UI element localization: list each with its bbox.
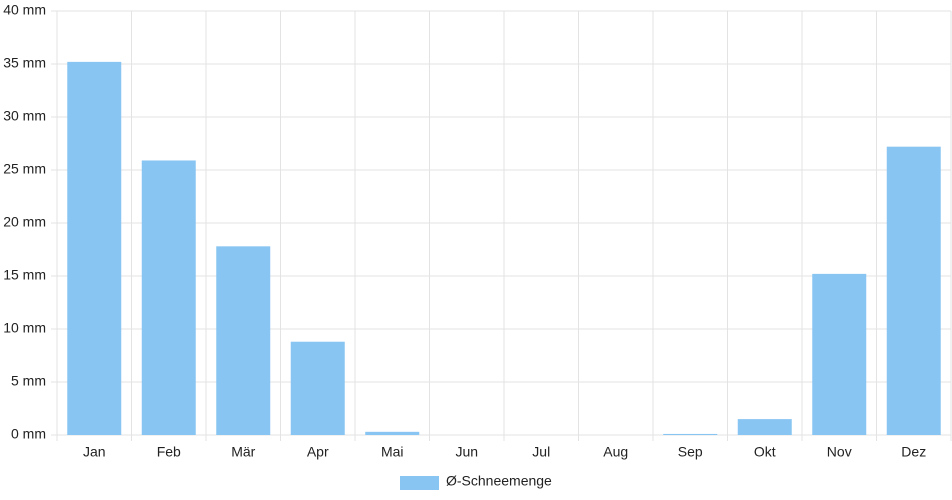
x-tick-label: Jan bbox=[83, 444, 106, 460]
y-tick-label: 5 mm bbox=[11, 373, 46, 389]
x-tick-label: Mär bbox=[231, 444, 255, 460]
bar bbox=[290, 341, 345, 435]
x-tick-label: Jul bbox=[532, 444, 550, 460]
bar bbox=[67, 61, 122, 435]
x-tick-label: Jun bbox=[455, 444, 478, 460]
legend-swatch bbox=[400, 476, 439, 490]
x-tick-label: Aug bbox=[603, 444, 628, 460]
x-tick-label: Dez bbox=[901, 444, 926, 460]
bar bbox=[663, 433, 718, 435]
y-tick-label: 30 mm bbox=[3, 108, 46, 124]
x-tick-label: Apr bbox=[307, 444, 329, 460]
x-tick-label: Nov bbox=[827, 444, 852, 460]
y-tick-label: 40 mm bbox=[3, 2, 46, 18]
y-tick-label: 25 mm bbox=[3, 161, 46, 177]
bar bbox=[737, 419, 792, 435]
y-tick-label: 20 mm bbox=[3, 214, 46, 230]
x-tick-label: Feb bbox=[157, 444, 181, 460]
bar bbox=[812, 273, 867, 435]
y-tick-label: 35 mm bbox=[3, 55, 46, 71]
bar bbox=[365, 431, 420, 435]
bar bbox=[216, 246, 271, 435]
x-tick-label: Sep bbox=[678, 444, 703, 460]
x-tick-label: Mai bbox=[381, 444, 404, 460]
bar bbox=[141, 160, 196, 435]
bar bbox=[886, 146, 941, 435]
y-tick-label: 0 mm bbox=[11, 426, 46, 442]
x-tick-label: Okt bbox=[754, 444, 776, 460]
legend-label: Ø-Schneemenge bbox=[446, 473, 552, 489]
y-tick-label: 10 mm bbox=[3, 320, 46, 336]
y-tick-label: 15 mm bbox=[3, 267, 46, 283]
